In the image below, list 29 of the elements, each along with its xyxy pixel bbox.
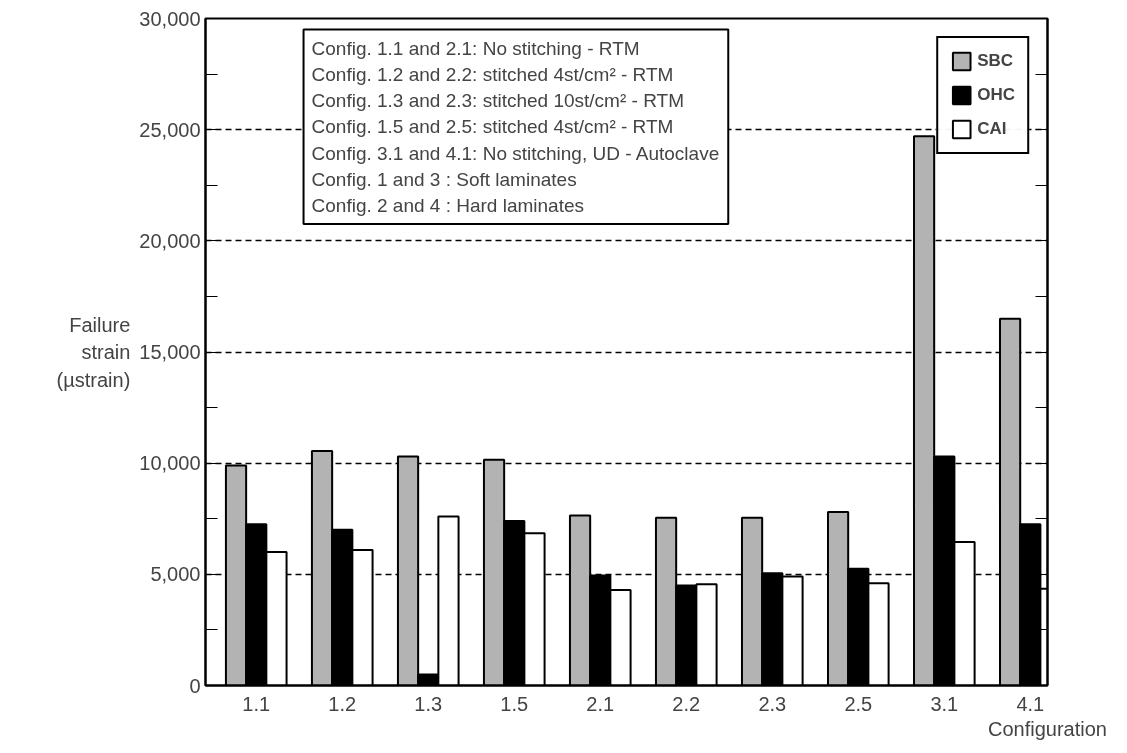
y-tick-label: 30,000: [139, 7, 201, 30]
x-tick-label: 2.3: [758, 692, 787, 715]
annotation: Config. 1.2 and 2.2: stitched 4st/cm² - RTM: [311, 63, 674, 85]
x-tick-label: 2.5: [844, 692, 873, 715]
annotation: Config. 2 and 4 : Hard laminates: [311, 195, 585, 217]
legend-label: OHC: [977, 85, 1015, 105]
annotation: Config. 1.1 and 2.1: No stitching - RTM: [311, 37, 640, 59]
y-tick-label: 15,000: [139, 341, 201, 363]
annotation: Config. 1.3 and 2.3: stitched 10st/cm² - RTM: [311, 90, 684, 112]
legend-label: SBC: [977, 51, 1014, 71]
x-tick-label: 2.1: [586, 692, 615, 715]
x-tick-label: 1.1: [242, 692, 271, 715]
x-axis-title: Configuration: [988, 717, 1107, 740]
y-tick-label: 0: [189, 674, 201, 697]
x-tick-label: 2.2: [672, 692, 701, 715]
x-tick-label: 3.1: [930, 692, 959, 715]
annotation: Config. 1.5 and 2.5: stitched 4st/cm² - RTM: [311, 116, 674, 138]
annotation: Config. 1 and 3 : Soft laminates: [311, 168, 577, 190]
y-tick-label: 20,000: [139, 229, 201, 252]
y-tick-label: 5,000: [150, 563, 201, 586]
x-tick-label: 1.3: [414, 692, 443, 715]
x-tick-label: 1.2: [328, 692, 357, 715]
annotation: Config. 3.1 and 4.1: No stitching, UD - Autoclave: [311, 142, 720, 164]
x-tick-label: 4.1: [1016, 692, 1045, 715]
y-axis-title: Failure strain (µstrain): [56, 313, 131, 391]
y-tick-label: 25,000: [139, 118, 201, 141]
legend-label: CAI: [977, 119, 1007, 139]
y-tick-label: 10,000: [139, 452, 201, 475]
x-tick-label: 1.5: [500, 692, 529, 715]
